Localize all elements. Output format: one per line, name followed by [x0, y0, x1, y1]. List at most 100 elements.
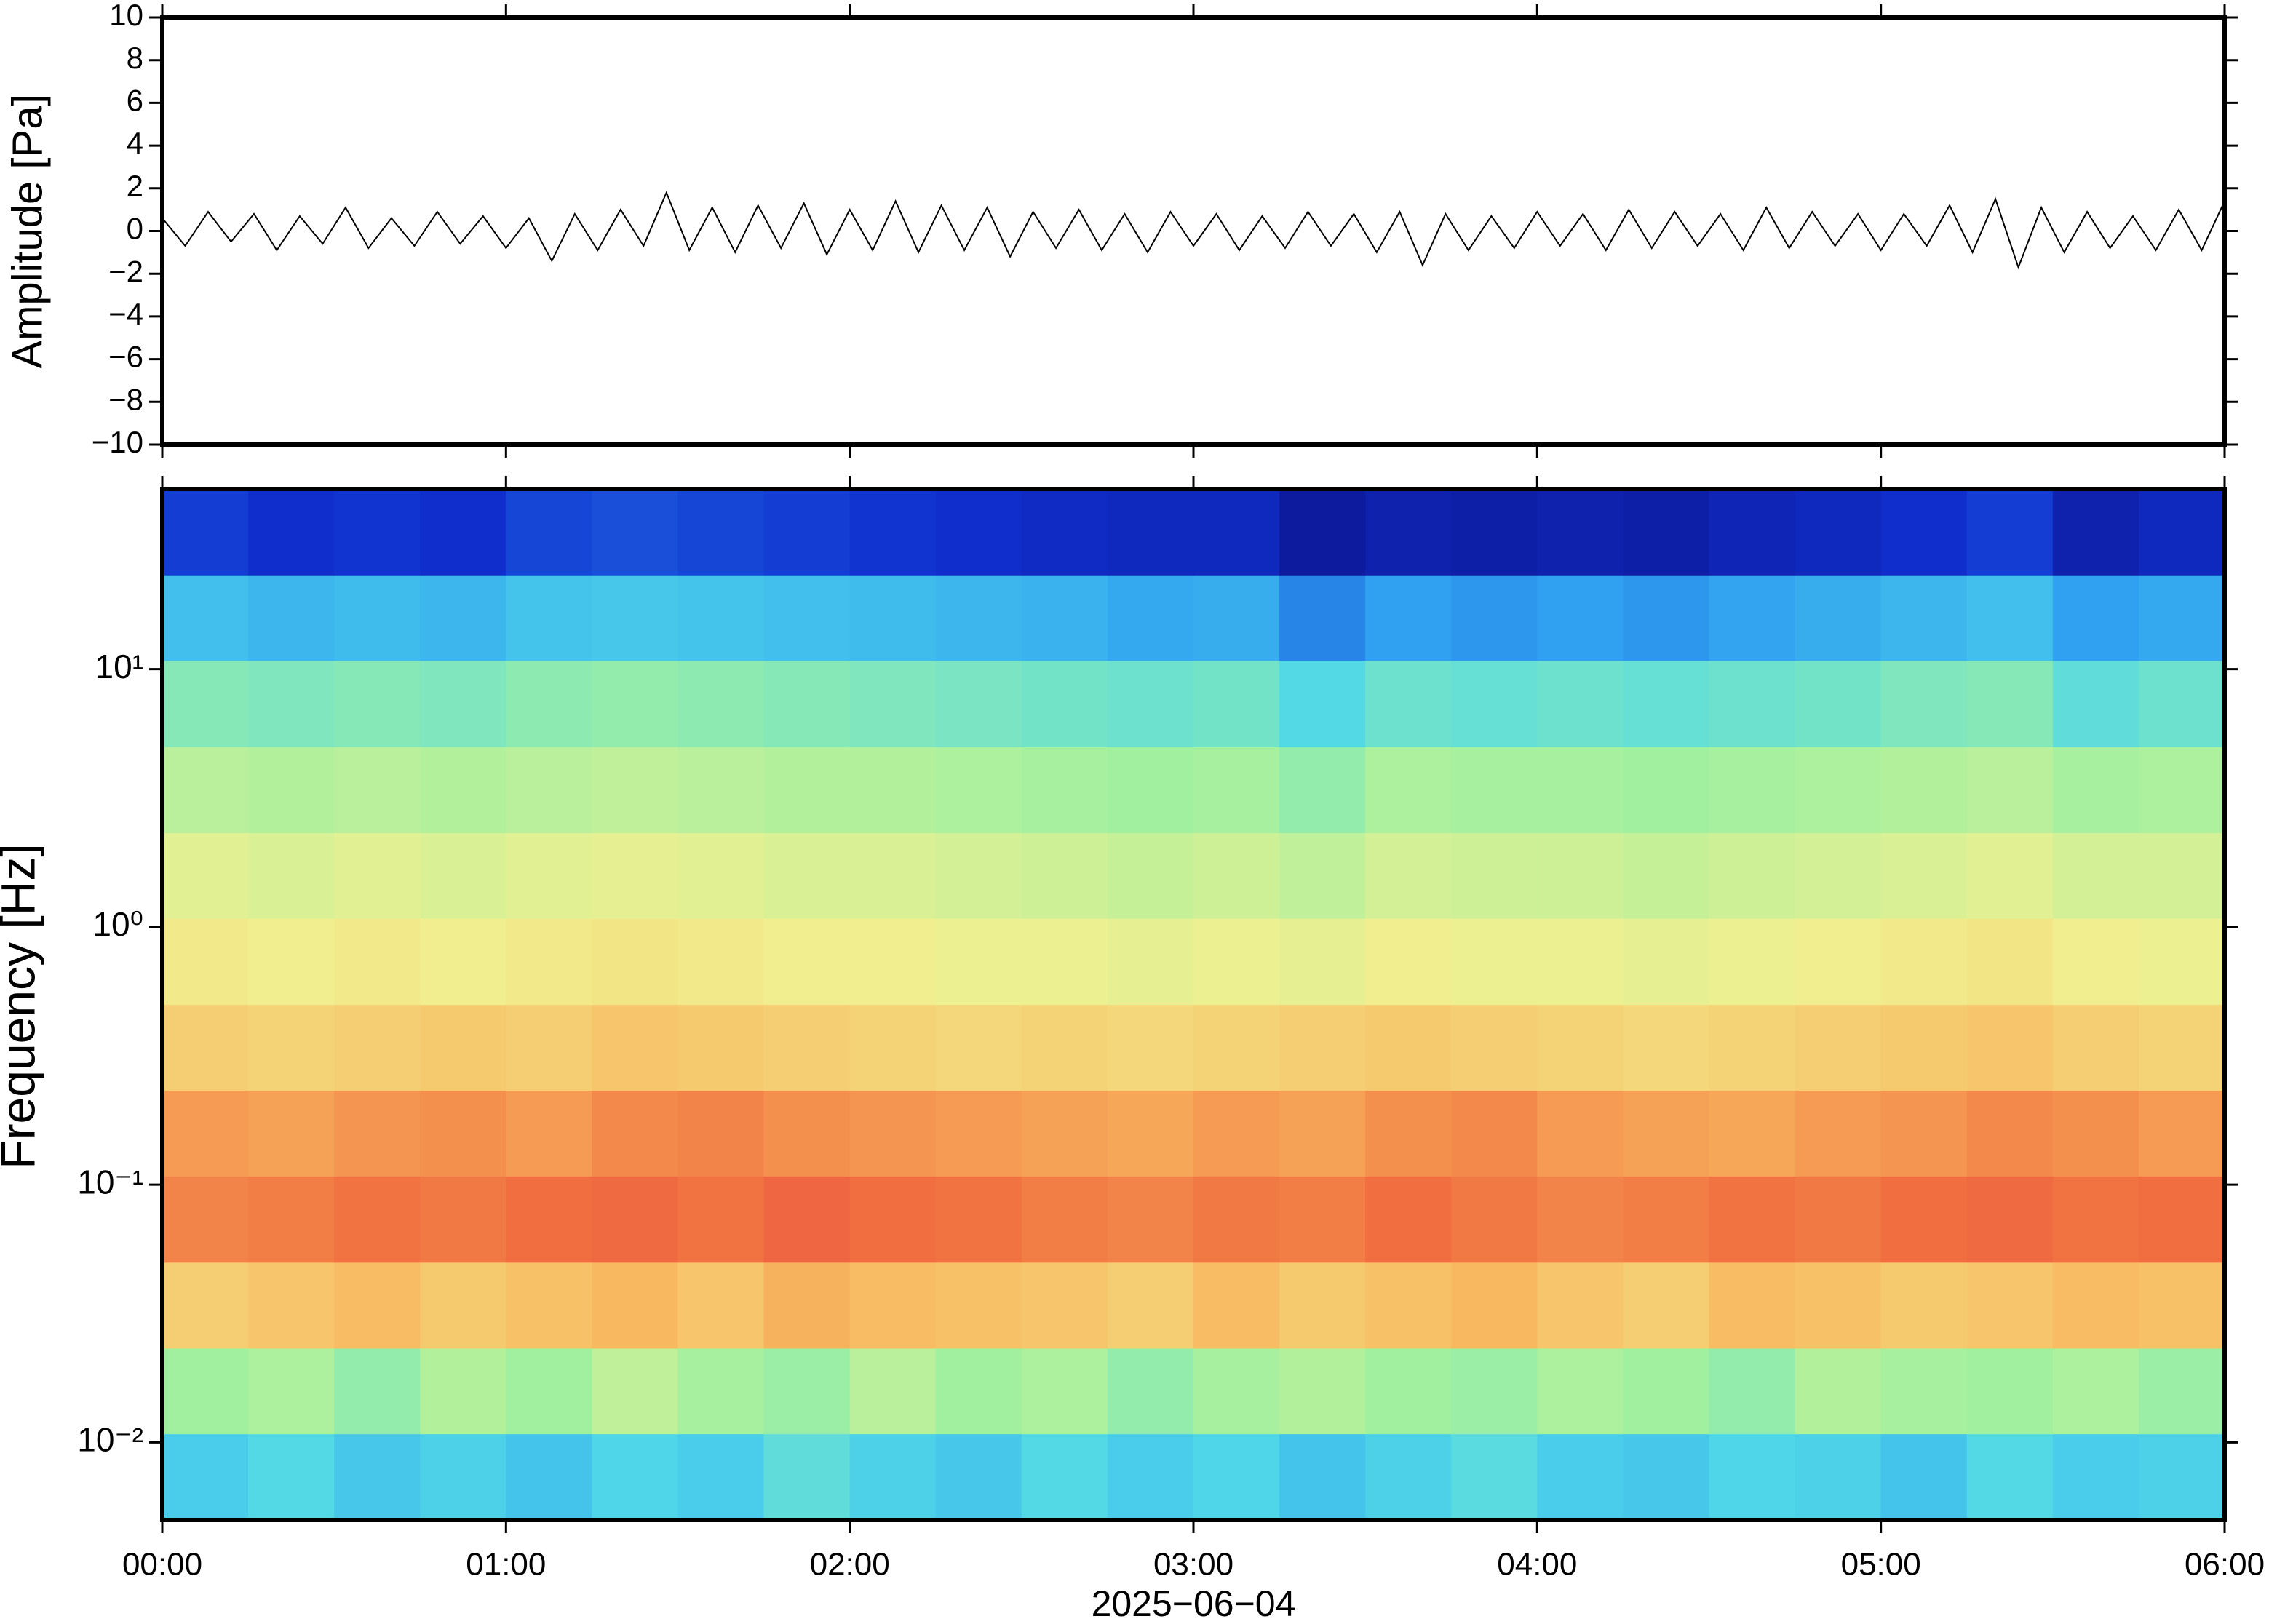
spectrogram-cell [1880, 918, 1968, 1006]
spectrogram-cell [1365, 1004, 1452, 1091]
spectrogram-cell [1537, 489, 1624, 576]
spectrogram-cell [1880, 575, 1968, 661]
spectrogram-cell [1451, 660, 1538, 747]
spectrogram-cell [2052, 1433, 2139, 1521]
panel: 00:00 01:00 02:00 03:00 04:00 05:00 06:00 10⁻² 1… [77, 476, 2265, 1583]
spectrogram-cell [506, 1348, 593, 1435]
spectrogram-cell [1021, 1004, 1108, 1091]
spectrogram-cell [420, 832, 506, 919]
spectrogram-cell [162, 1348, 249, 1435]
spectrogram-cell [677, 660, 765, 747]
spectrogram-cell [763, 1262, 851, 1349]
spectrogram-cell [334, 575, 421, 661]
spectrogram-cell [849, 1433, 937, 1521]
spectrogram-cell [1709, 1004, 1796, 1091]
spectrogram-cell [248, 747, 335, 833]
spectrogram-cell [1966, 489, 2054, 576]
spectrogram-cell [763, 575, 851, 661]
spectrogram-cell [2138, 747, 2225, 833]
spectrogram-cell [334, 1004, 421, 1091]
spectrogram-cell [1966, 660, 2054, 747]
spectrogram-cell [506, 489, 593, 576]
spectrogram-cell [1795, 918, 1882, 1006]
spectrogram-cell [1966, 832, 2054, 919]
spectrogram-cell [1279, 1433, 1366, 1521]
spectrogram-cell [763, 832, 851, 919]
spectrogram-cell [1365, 489, 1452, 576]
spectrogram-cell [592, 1004, 679, 1091]
spectrogram-cell [677, 1004, 765, 1091]
spectrogram-cell [248, 1090, 335, 1177]
spectrogram-cell [1365, 918, 1452, 1006]
spectrogram-cell [2052, 1348, 2139, 1435]
spectrogram-cell [1451, 832, 1538, 919]
spectrogram-cell [1451, 1262, 1538, 1349]
spectrogram-cell [763, 660, 851, 747]
spectrogram-cell [1709, 1262, 1796, 1349]
spectrogram-cell [334, 1348, 421, 1435]
spectrogram-cell [2138, 660, 2225, 747]
spectrogram-cell [763, 1004, 851, 1091]
spectrogram-cell [1193, 1348, 1280, 1435]
spectrogram-cell [1795, 832, 1882, 919]
spectrogram-cell [1021, 747, 1108, 833]
spectrogram-cell [935, 489, 1022, 576]
spectrogram-cell [2052, 1262, 2139, 1349]
spectrogram-cell [1966, 1262, 2054, 1349]
spectrogram-cell [1795, 1433, 1882, 1521]
spectrogram-cell [334, 747, 421, 833]
spectrogram-cell [334, 1090, 421, 1177]
spectrogram-cell [506, 1433, 593, 1521]
spectrogram-cell [1107, 1176, 1194, 1263]
spectrogram-cell [2138, 1004, 2225, 1091]
spectrogram-cell [162, 747, 249, 833]
spectrogram-cell [1021, 1348, 1108, 1435]
y-tick-label: 10¹ [95, 648, 143, 685]
spectrogram-cell [935, 575, 1022, 661]
spectrogram-cell [1107, 918, 1194, 1006]
spectrogram-cell [506, 747, 593, 833]
y-tick-label: −6 [108, 340, 143, 374]
spectrogram-cell [1193, 1262, 1280, 1349]
spectrogram-cell [1623, 1090, 1710, 1177]
spectrogram-cell [935, 1433, 1022, 1521]
spectrogram-cell [1795, 1004, 1882, 1091]
spectrogram-cell [506, 1004, 593, 1091]
spectrogram-cell [1966, 575, 2054, 661]
spectrogram-cell [1795, 1090, 1882, 1177]
spectrogram-cell [1623, 575, 1710, 661]
spectrogram-cell [763, 918, 851, 1006]
spectrogram-cell [1365, 1348, 1452, 1435]
spectrogram-cell [1107, 1004, 1194, 1091]
spectrogram-cell [1623, 918, 1710, 1006]
spectrogram-cell [1880, 1090, 1968, 1177]
spectrogram-cell [1795, 575, 1882, 661]
spectrogram-cell [1193, 832, 1280, 919]
spectrogram-cell [1107, 489, 1194, 576]
spectrogram-cell [1537, 1176, 1624, 1263]
spectrogram-cell [1795, 1262, 1882, 1349]
spectrogram-cell [1537, 1090, 1624, 1177]
spectrogram-cell [1021, 1090, 1108, 1177]
spectrogram-cell [1193, 489, 1280, 576]
spectrogram-cell [1709, 1348, 1796, 1435]
spectrogram-cell [162, 1262, 249, 1349]
y-tick-label: 4 [127, 126, 143, 160]
spectrogram-cell [849, 1090, 937, 1177]
spectrogram-cell [506, 1176, 593, 1263]
spectrogram-cell [1795, 1348, 1882, 1435]
spectrogram-cell [1880, 832, 1968, 919]
spectrogram-cell [1021, 918, 1108, 1006]
spectrogram-cell [1107, 575, 1194, 661]
spectrogram-cell [1107, 832, 1194, 919]
spectrogram-cell [1623, 1004, 1710, 1091]
spectrogram-cell [1880, 660, 1968, 747]
spectrogram-cell [1021, 832, 1108, 919]
spectrogram-cell [1193, 660, 1280, 747]
spectrogram-cell [1623, 1348, 1710, 1435]
spectrogram-cell [1537, 832, 1624, 919]
spectrogram-cell [849, 489, 937, 576]
spectrogram-cell [1709, 1433, 1796, 1521]
spectrogram-cell [248, 660, 335, 747]
